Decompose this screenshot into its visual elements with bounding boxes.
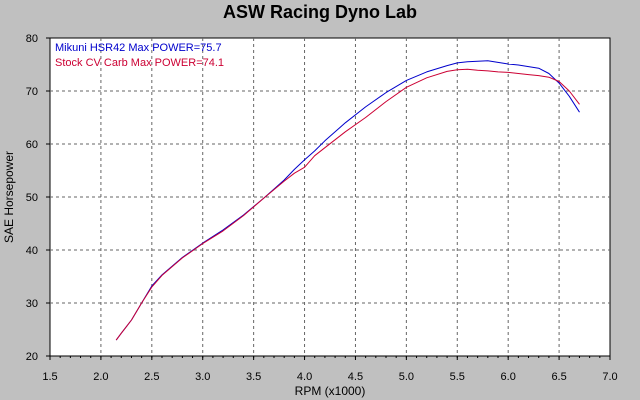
- x-tick-label: 3.5: [246, 371, 261, 383]
- legend: Mikuni HSR42 Max POWER=75.7 Stock CV Carb…: [55, 42, 224, 69]
- series-lines: [115, 60, 580, 341]
- x-tick-label: 4.5: [348, 371, 363, 383]
- y-tick-label: 60: [26, 139, 38, 151]
- legend-entry-1: Mikuni HSR42 Max POWER=75.7: [55, 42, 222, 54]
- x-tick-label: 5.0: [399, 371, 414, 383]
- x-tick-label: 6.0: [501, 371, 516, 383]
- series-line-2: [115, 68, 580, 341]
- x-tick-label: 3.0: [195, 371, 210, 383]
- y-tick-label: 20: [26, 351, 38, 363]
- axis-ticks: 1.5 2.0 2.5 3.0 3.5 4.0 4.5 5.0 5.5 6.0 6.5 7.0 20 30…: [26, 33, 618, 383]
- x-tick-label: 6.5: [551, 371, 566, 383]
- y-tick-label: 70: [26, 86, 38, 98]
- y-axis-title: SAE Horsepower: [2, 151, 16, 243]
- x-tick-label: 7.0: [602, 371, 617, 383]
- y-tick-label: 30: [26, 298, 38, 310]
- x-tick-label: 5.5: [450, 371, 465, 383]
- legend-entry-2: Stock CV Carb Max POWER=74.1: [55, 57, 224, 69]
- y-tick-label: 40: [26, 245, 38, 257]
- x-tick-label: 4.0: [297, 371, 312, 383]
- y-tick-label: 80: [26, 33, 38, 45]
- x-axis-title: RPM (x1000): [295, 384, 366, 398]
- grid: [50, 38, 610, 356]
- y-tick-label: 50: [26, 192, 38, 204]
- x-tick-label: 1.5: [42, 371, 57, 383]
- x-tick-label: 2.0: [93, 371, 108, 383]
- chart-title: ASW Racing Dyno Lab: [222, 2, 417, 22]
- x-tick-label: 2.5: [144, 371, 159, 383]
